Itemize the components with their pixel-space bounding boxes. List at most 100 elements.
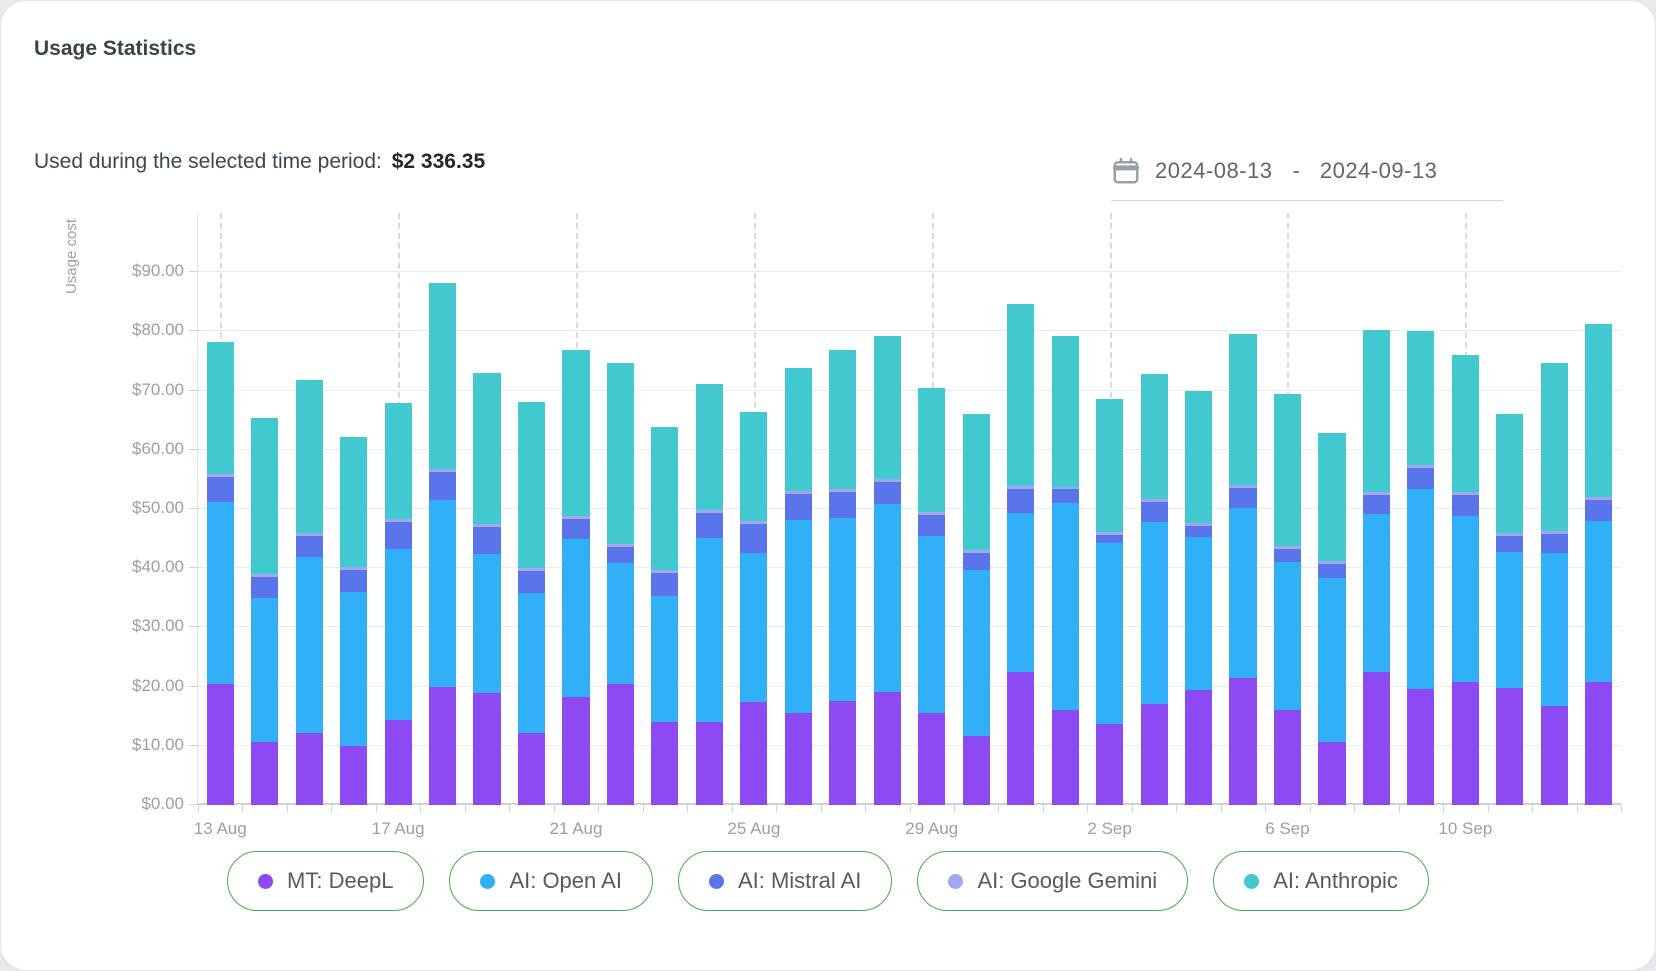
- bar-5-sep[interactable]: [1221, 213, 1265, 805]
- bar-segment-ai-anthropic[interactable]: [1229, 333, 1257, 485]
- bar-segment-ai-anthropic[interactable]: [1496, 414, 1524, 533]
- bar-segment-mt-deepl[interactable]: [1096, 723, 1124, 805]
- bar-segment-ai-mistral-ai[interactable]: [651, 572, 679, 597]
- bar-segment-ai-google-gemini[interactable]: [1051, 486, 1079, 490]
- bar-25-aug[interactable]: [732, 213, 776, 805]
- bar-segment-ai-open-ai[interactable]: [695, 538, 723, 723]
- bar-segment-ai-google-gemini[interactable]: [1496, 532, 1524, 536]
- bar-segment-ai-open-ai[interactable]: [1496, 551, 1524, 688]
- bar-segment-ai-mistral-ai[interactable]: [740, 524, 768, 553]
- bar-segment-ai-mistral-ai[interactable]: [606, 546, 634, 564]
- bar-segment-ai-anthropic[interactable]: [1318, 432, 1346, 562]
- bar-segment-ai-open-ai[interactable]: [1051, 503, 1079, 711]
- date-range-end[interactable]: 2024-09-13: [1319, 157, 1438, 183]
- bar-segment-ai-anthropic[interactable]: [429, 282, 457, 469]
- bar-segment-ai-open-ai[interactable]: [1407, 488, 1435, 689]
- bar-segment-ai-google-gemini[interactable]: [1407, 464, 1435, 468]
- bar-segment-mt-deepl[interactable]: [1585, 681, 1613, 805]
- bar-segment-mt-deepl[interactable]: [517, 733, 546, 805]
- bar-segment-ai-anthropic[interactable]: [1362, 330, 1390, 492]
- legend-item-ai-anthropic[interactable]: AI: Anthropic: [1213, 851, 1429, 911]
- bar-segment-ai-mistral-ai[interactable]: [562, 518, 590, 539]
- bar-segment-ai-open-ai[interactable]: [1273, 562, 1302, 711]
- bar-segment-ai-open-ai[interactable]: [740, 552, 768, 702]
- bar-segment-ai-mistral-ai[interactable]: [1096, 535, 1124, 543]
- bar-segment-ai-open-ai[interactable]: [829, 518, 857, 702]
- bar-15-aug[interactable]: [287, 213, 331, 805]
- bar-segment-ai-anthropic[interactable]: [962, 413, 990, 551]
- bar-segment-mt-deepl[interactable]: [384, 719, 412, 805]
- bar-14-aug[interactable]: [242, 213, 286, 805]
- bar-segment-mt-deepl[interactable]: [562, 697, 590, 805]
- bar-13-sep[interactable]: [1577, 213, 1621, 805]
- bar-segment-ai-mistral-ai[interactable]: [1496, 535, 1524, 552]
- bar-segment-ai-mistral-ai[interactable]: [695, 513, 723, 539]
- bar-segment-ai-anthropic[interactable]: [829, 349, 857, 490]
- bar-segment-ai-anthropic[interactable]: [606, 363, 634, 544]
- bar-segment-ai-google-gemini[interactable]: [1273, 545, 1302, 549]
- bar-16-aug[interactable]: [331, 213, 375, 805]
- bar-segment-ai-mistral-ai[interactable]: [918, 514, 946, 537]
- bar-segment-ai-open-ai[interactable]: [1007, 513, 1035, 673]
- bar-segment-mt-deepl[interactable]: [1229, 678, 1257, 805]
- bar-segment-ai-open-ai[interactable]: [295, 556, 323, 733]
- bar-segment-ai-mistral-ai[interactable]: [1051, 489, 1079, 504]
- bar-segment-ai-google-gemini[interactable]: [562, 515, 590, 519]
- bar-segment-ai-mistral-ai[interactable]: [784, 493, 812, 520]
- bar-9-sep[interactable]: [1399, 213, 1443, 805]
- bar-segment-ai-google-gemini[interactable]: [1096, 532, 1124, 536]
- bar-segment-ai-open-ai[interactable]: [918, 536, 946, 714]
- bar-segment-ai-open-ai[interactable]: [651, 596, 679, 722]
- bar-segment-mt-deepl[interactable]: [1451, 681, 1479, 805]
- bar-segment-ai-google-gemini[interactable]: [873, 478, 901, 482]
- bar-segment-ai-google-gemini[interactable]: [1318, 561, 1346, 565]
- bar-segment-ai-anthropic[interactable]: [1140, 374, 1168, 499]
- bar-segment-ai-google-gemini[interactable]: [384, 519, 412, 523]
- bar-segment-mt-deepl[interactable]: [829, 701, 857, 805]
- bar-17-aug[interactable]: [376, 213, 420, 805]
- bar-segment-ai-anthropic[interactable]: [695, 383, 723, 511]
- bar-segment-ai-google-gemini[interactable]: [651, 570, 679, 573]
- bar-segment-ai-google-gemini[interactable]: [1184, 522, 1213, 526]
- bar-segment-mt-deepl[interactable]: [918, 713, 946, 805]
- bar-segment-ai-google-gemini[interactable]: [962, 550, 990, 554]
- bar-segment-ai-anthropic[interactable]: [918, 388, 946, 512]
- bar-segment-mt-deepl[interactable]: [1051, 710, 1079, 805]
- bar-segment-ai-mistral-ai[interactable]: [873, 481, 901, 505]
- bar-segment-ai-mistral-ai[interactable]: [962, 553, 990, 570]
- bar-segment-ai-google-gemini[interactable]: [1585, 497, 1613, 501]
- bar-segment-mt-deepl[interactable]: [962, 736, 990, 805]
- bar-segment-ai-open-ai[interactable]: [784, 519, 812, 713]
- bar-segment-ai-anthropic[interactable]: [784, 368, 812, 491]
- bar-segment-mt-deepl[interactable]: [1007, 672, 1035, 805]
- bar-12-sep[interactable]: [1532, 213, 1576, 805]
- bar-segment-ai-google-gemini[interactable]: [1362, 491, 1390, 495]
- bar-segment-ai-open-ai[interactable]: [251, 597, 279, 742]
- bar-segment-ai-anthropic[interactable]: [651, 427, 679, 570]
- bar-segment-ai-mistral-ai[interactable]: [1007, 488, 1035, 514]
- bar-segment-ai-anthropic[interactable]: [1273, 393, 1302, 546]
- bar-segment-ai-anthropic[interactable]: [473, 372, 501, 524]
- bar-segment-mt-deepl[interactable]: [873, 691, 901, 805]
- bar-segment-ai-anthropic[interactable]: [384, 403, 412, 520]
- bar-segment-ai-anthropic[interactable]: [1051, 335, 1079, 487]
- bar-segment-ai-open-ai[interactable]: [1362, 514, 1390, 673]
- bar-19-aug[interactable]: [465, 213, 509, 805]
- bar-segment-ai-anthropic[interactable]: [206, 341, 234, 475]
- bar-segment-ai-mistral-ai[interactable]: [384, 522, 412, 550]
- bar-segment-ai-anthropic[interactable]: [251, 418, 279, 574]
- bar-20-aug[interactable]: [509, 213, 553, 805]
- bar-1-sep[interactable]: [1043, 213, 1087, 805]
- bar-segment-mt-deepl[interactable]: [695, 722, 723, 805]
- bar-22-aug[interactable]: [598, 213, 642, 805]
- bar-segment-mt-deepl[interactable]: [606, 684, 634, 805]
- bar-segment-ai-mistral-ai[interactable]: [251, 576, 279, 598]
- bar-24-aug[interactable]: [687, 213, 731, 805]
- bar-segment-ai-anthropic[interactable]: [1407, 330, 1435, 465]
- bar-segment-ai-google-gemini[interactable]: [473, 523, 501, 527]
- bar-segment-ai-open-ai[interactable]: [1096, 542, 1124, 724]
- bar-segment-mt-deepl[interactable]: [1362, 672, 1390, 805]
- legend-item-ai-google-gemini[interactable]: AI: Google Gemini: [917, 851, 1189, 911]
- bar-30-aug[interactable]: [954, 213, 998, 805]
- bar-segment-ai-google-gemini[interactable]: [918, 512, 946, 515]
